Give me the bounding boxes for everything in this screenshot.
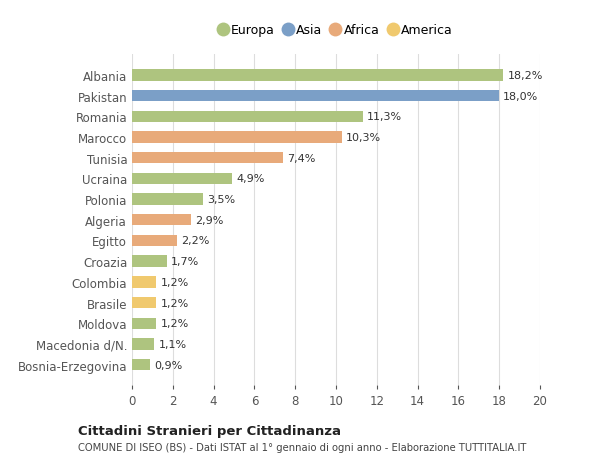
Text: 1,7%: 1,7% bbox=[171, 257, 199, 267]
Text: 1,2%: 1,2% bbox=[161, 298, 189, 308]
Bar bbox=[132, 70, 503, 81]
Bar bbox=[132, 339, 154, 350]
Text: Cittadini Stranieri per Cittadinanza: Cittadini Stranieri per Cittadinanza bbox=[78, 425, 341, 437]
Bar bbox=[132, 194, 203, 205]
Bar bbox=[132, 297, 157, 308]
Bar bbox=[132, 132, 342, 143]
Text: COMUNE DI ISEO (BS) - Dati ISTAT al 1° gennaio di ogni anno - Elaborazione TUTTI: COMUNE DI ISEO (BS) - Dati ISTAT al 1° g… bbox=[78, 442, 526, 452]
Text: 7,4%: 7,4% bbox=[287, 153, 316, 163]
Text: 2,2%: 2,2% bbox=[181, 236, 209, 246]
Text: 18,0%: 18,0% bbox=[503, 91, 539, 101]
Bar bbox=[132, 153, 283, 164]
Bar bbox=[132, 112, 362, 123]
Text: 11,3%: 11,3% bbox=[367, 112, 402, 122]
Text: 1,1%: 1,1% bbox=[158, 339, 187, 349]
Text: 0,9%: 0,9% bbox=[154, 360, 182, 370]
Bar bbox=[132, 174, 232, 185]
Text: 4,9%: 4,9% bbox=[236, 174, 265, 184]
Bar bbox=[132, 277, 157, 288]
Bar bbox=[132, 215, 191, 226]
Legend: Europa, Asia, Africa, America: Europa, Asia, Africa, America bbox=[217, 22, 455, 39]
Text: 1,2%: 1,2% bbox=[161, 277, 189, 287]
Text: 3,5%: 3,5% bbox=[208, 195, 236, 205]
Bar bbox=[132, 235, 177, 246]
Text: 1,2%: 1,2% bbox=[161, 319, 189, 329]
Bar bbox=[132, 256, 167, 267]
Bar bbox=[132, 91, 499, 102]
Text: 10,3%: 10,3% bbox=[346, 133, 382, 143]
Text: 18,2%: 18,2% bbox=[508, 71, 543, 81]
Bar bbox=[132, 318, 157, 329]
Text: 2,9%: 2,9% bbox=[195, 215, 224, 225]
Bar bbox=[132, 359, 151, 370]
